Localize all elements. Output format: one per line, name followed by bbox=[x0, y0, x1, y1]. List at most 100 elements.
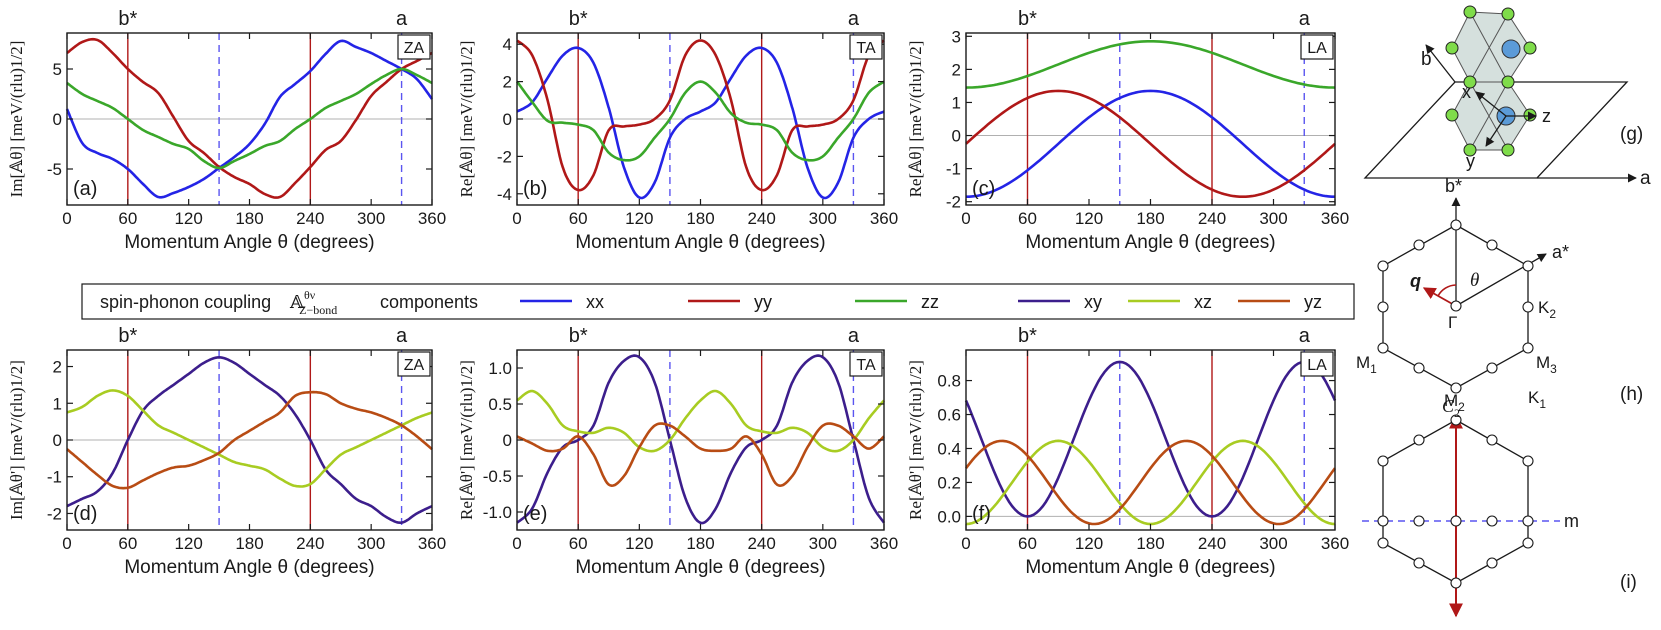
y-tick-label: 1.0 bbox=[488, 359, 512, 378]
bstar-label: b* bbox=[1445, 176, 1462, 196]
x-tick-label: 180 bbox=[235, 209, 263, 228]
series-line-xy bbox=[66, 356, 433, 524]
y-tick-label: -2 bbox=[47, 504, 62, 523]
c2-label: C2 bbox=[1442, 396, 1460, 420]
x-tick-label: 300 bbox=[1259, 209, 1287, 228]
spin-y-label: y bbox=[1466, 151, 1475, 171]
y-tick-label: 0.2 bbox=[937, 473, 961, 492]
x-tick-label: 240 bbox=[296, 209, 324, 228]
x-tick-label: 60 bbox=[569, 534, 588, 553]
x-axis-label: Momentum Angle θ (degrees) bbox=[575, 232, 825, 253]
chart-panel-f: 0 60 120 180 240 300 360 0.0 0.2 0.4 0.6 0.8 b* a Mome… bbox=[906, 325, 1349, 578]
spin-x-arrow bbox=[1475, 91, 1507, 117]
x-tick-label: 300 bbox=[357, 209, 385, 228]
top-label-a: a bbox=[848, 325, 860, 347]
b-axis-label: b bbox=[1421, 49, 1432, 70]
m2-label: M2 bbox=[1444, 391, 1465, 414]
top-label-bstar: b* bbox=[1018, 8, 1037, 30]
y-tick-label: 0.6 bbox=[937, 406, 961, 425]
y-tick-label: 4 bbox=[503, 35, 512, 54]
y-tick-label: -1 bbox=[946, 160, 961, 179]
panel-h-label: (h) bbox=[1620, 384, 1643, 405]
q-arrow bbox=[1422, 287, 1457, 307]
x-tick-label: 240 bbox=[1198, 209, 1226, 228]
x-tick-label: 300 bbox=[357, 534, 385, 553]
x-tick-label: 120 bbox=[1075, 209, 1103, 228]
mode-label: ZA bbox=[404, 357, 425, 374]
x-tick-label: 180 bbox=[235, 534, 263, 553]
legend-label-yy: yy bbox=[754, 292, 772, 312]
x-tick-label: 240 bbox=[747, 534, 775, 553]
x-tick-label: 360 bbox=[870, 534, 898, 553]
legend-label-xx: xx bbox=[586, 292, 604, 312]
x-tick-label: 120 bbox=[625, 534, 653, 553]
x-tick-label: 180 bbox=[1136, 209, 1164, 228]
x-tick-label: 0 bbox=[62, 534, 71, 553]
y-tick-label: 0.5 bbox=[488, 395, 512, 414]
y-axis-label: Re[𝔸θ'] [meV/(rlu)1/2] bbox=[457, 360, 476, 520]
top-label-bstar: b* bbox=[118, 8, 137, 30]
plot-frame bbox=[965, 349, 1336, 531]
y-tick-label: -2 bbox=[497, 147, 512, 166]
top-label-bstar: b* bbox=[118, 325, 137, 347]
y-tick-label: 2 bbox=[952, 60, 961, 79]
top-label-a: a bbox=[1299, 8, 1311, 30]
series-line-xz bbox=[66, 389, 433, 488]
x-tick-label: 0 bbox=[512, 209, 521, 228]
chart-panel-d: 0 60 120 180 240 300 360 -2 -1 0 1 2 b* a Momentum Ang… bbox=[7, 325, 446, 578]
panel-label: (a) bbox=[73, 178, 97, 200]
x-tick-label: 0 bbox=[512, 534, 521, 553]
x-tick-label: 360 bbox=[1321, 534, 1349, 553]
top-label-bstar: b* bbox=[1018, 325, 1037, 347]
x-tick-label: 300 bbox=[1259, 534, 1287, 553]
chart-panel-b: 0 60 120 180 240 300 360 -4 -2 0 2 4 b* a Momentum Ang… bbox=[457, 8, 898, 253]
series-line-zz bbox=[965, 40, 1336, 89]
astar-label: a* bbox=[1552, 242, 1569, 262]
panel-label: (c) bbox=[972, 178, 995, 200]
theta-label: θ bbox=[1470, 270, 1479, 291]
mode-box bbox=[1300, 351, 1334, 377]
m1-label: M1 bbox=[1356, 353, 1377, 376]
legend-label-yz: yz bbox=[1304, 292, 1322, 312]
chart-panel-a: 0 60 120 180 240 300 360 -5 0 5 b* a Momentum Angle … bbox=[7, 8, 446, 253]
legend: spin-phonon coupling 𝔸θν Z−bond component… bbox=[81, 283, 1355, 320]
x-tick-label: 60 bbox=[1018, 209, 1037, 228]
y-tick-label: 5 bbox=[53, 60, 62, 79]
top-label-a: a bbox=[848, 8, 860, 30]
chart-panel-e: 0 60 120 180 240 300 360 -1.0 -0.5 0 0.5 1.0 b* a Mome… bbox=[457, 325, 898, 578]
panel-label: (d) bbox=[73, 503, 97, 525]
x-tick-label: 120 bbox=[625, 209, 653, 228]
diagram-h-brillouin: b* a* θ q Γ K2 M1 M3 K1 M2 (h) bbox=[1356, 176, 1643, 414]
y-tick-label: 2 bbox=[53, 358, 62, 377]
gamma-label: Γ bbox=[1448, 313, 1457, 332]
y-tick-label: 0.4 bbox=[937, 439, 961, 458]
x-tick-label: 0 bbox=[961, 534, 970, 553]
panel-label: (e) bbox=[523, 503, 547, 525]
series-line-xy bbox=[516, 354, 886, 525]
diagram-g-crystal: b a x z y (g) bbox=[1363, 5, 1651, 189]
y-tick-label: 0 bbox=[503, 110, 512, 129]
y-tick-label: 0 bbox=[53, 431, 62, 450]
series-line-xx bbox=[516, 46, 885, 200]
x-tick-label: 120 bbox=[174, 534, 202, 553]
x-axis-label: Momentum Angle θ (degrees) bbox=[1025, 232, 1275, 253]
y-axis-label: Re[𝔸θ] [meV/(rlu)1/2] bbox=[457, 41, 476, 198]
mode-label: LA bbox=[1307, 40, 1327, 57]
legend-suffix: components bbox=[380, 292, 478, 312]
top-label-bstar: b* bbox=[569, 325, 588, 347]
x-tick-label: 240 bbox=[296, 534, 324, 553]
spin-x-label: x bbox=[1462, 82, 1471, 102]
y-tick-label: 1 bbox=[952, 93, 961, 112]
mode-label: TA bbox=[856, 357, 876, 374]
series-line-xx bbox=[65, 39, 434, 199]
diagram-i-symmetry: C2 m (i) bbox=[1362, 396, 1637, 618]
top-label-bstar: b* bbox=[569, 8, 588, 30]
a-axis-label: a bbox=[1640, 168, 1651, 189]
series-line-yy bbox=[516, 39, 885, 192]
x-tick-label: 120 bbox=[1075, 534, 1103, 553]
series-line-zz bbox=[515, 80, 885, 162]
y-tick-label: 0 bbox=[503, 431, 512, 450]
series-line-xx bbox=[966, 89, 1335, 198]
series-line-yz bbox=[66, 390, 433, 490]
x-tick-label: 360 bbox=[870, 209, 898, 228]
